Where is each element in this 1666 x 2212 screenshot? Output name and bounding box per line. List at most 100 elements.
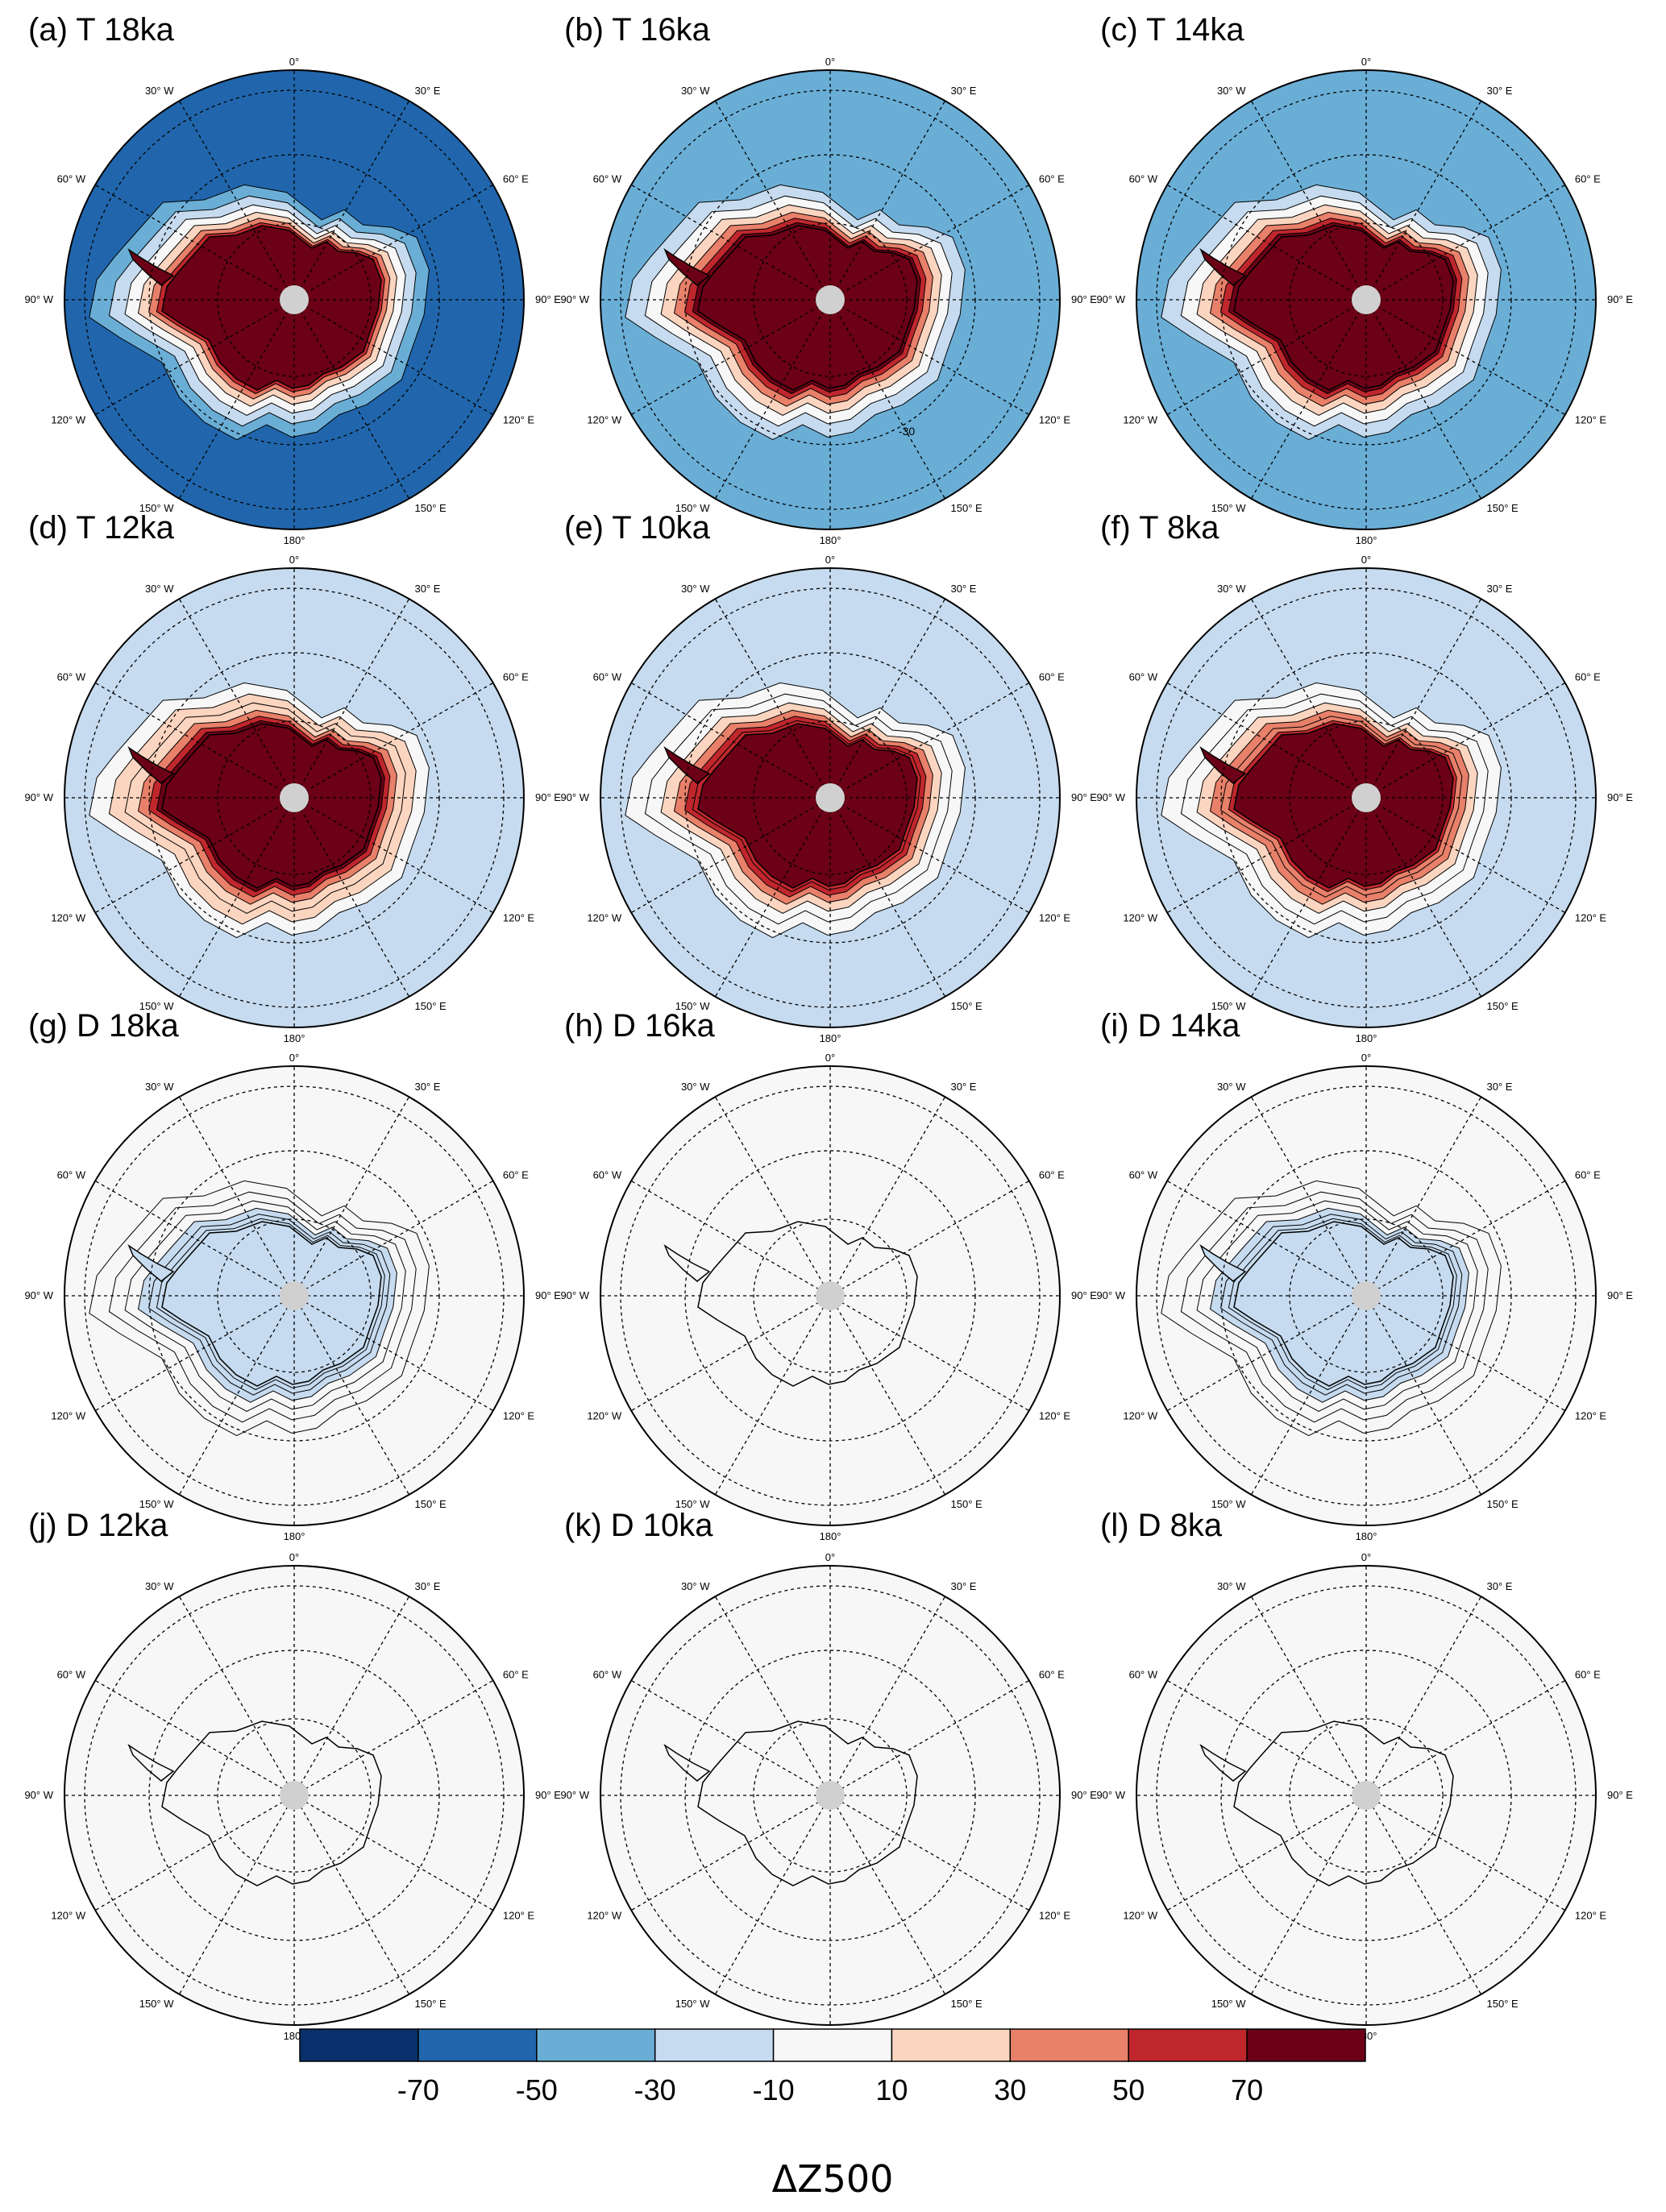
lon-label-east: 90° E xyxy=(1071,1289,1097,1301)
pole-marker xyxy=(816,285,845,314)
lon-label-west: 120° W xyxy=(51,414,86,426)
map-boundary xyxy=(64,567,525,1028)
lon-label-east: 60° E xyxy=(503,173,529,185)
lon-label-west: 90° W xyxy=(560,791,589,803)
lon-label-east: 90° E xyxy=(1071,293,1097,305)
colorbar-tick-label: 30 xyxy=(994,2073,1026,2106)
lon-label-east: 60° E xyxy=(1039,1669,1065,1681)
lon-label-180: 180° xyxy=(820,534,841,546)
colorbar-bin xyxy=(772,2028,893,2062)
latitude-circle xyxy=(217,1218,372,1373)
lon-label-west: 120° W xyxy=(587,1410,622,1422)
lon-label-180: 180° xyxy=(1356,1530,1377,1542)
lon-label-west: 120° W xyxy=(1123,912,1158,924)
lon-label-west: 60° W xyxy=(1129,173,1158,185)
lon-label-east: 60° E xyxy=(1039,671,1065,683)
antarctica-coastline xyxy=(1233,723,1454,889)
lon-label-180: 180° xyxy=(284,1530,305,1542)
lon-label-west: 60° W xyxy=(57,671,86,683)
colorbar-tick-label: 70 xyxy=(1231,2073,1263,2106)
lon-label-east: 120° E xyxy=(1039,414,1071,426)
latitude-circle xyxy=(753,1718,908,1873)
colorbar-bin xyxy=(1009,2028,1129,2062)
lon-label-west: 60° W xyxy=(57,1669,86,1681)
lon-label-0: 0° xyxy=(825,56,835,68)
map-panel-e: 0° 180° 30° E 30° W 60° E 60° W 90° E 90° W 120°… xyxy=(560,510,1097,1044)
lon-label-east: 90° E xyxy=(535,791,561,803)
pole-marker xyxy=(1352,1281,1381,1310)
antarctica-coastline xyxy=(1233,1221,1454,1387)
lon-label-east: 120° E xyxy=(1039,912,1071,924)
antarctic-peninsula xyxy=(1199,746,1247,784)
panel-title: (b) T 16ka xyxy=(564,12,711,48)
colorbar-bin xyxy=(654,2028,775,2062)
lon-label-west: 30° W xyxy=(681,1081,710,1093)
colorbar-bin xyxy=(299,2028,419,2062)
lon-label-0: 0° xyxy=(825,1052,835,1064)
lon-label-west: 120° W xyxy=(51,1410,86,1422)
antarctic-peninsula xyxy=(1199,1744,1247,1782)
panel-title: (e) T 10ka xyxy=(564,510,711,546)
antarctic-peninsula xyxy=(127,1744,175,1782)
lon-label-east: 120° E xyxy=(503,1410,535,1422)
lon-label-0: 0° xyxy=(289,1052,299,1064)
panel-title: (d) T 12ka xyxy=(28,510,175,546)
lon-label-east: 90° E xyxy=(1607,1289,1633,1301)
colorbar-bin xyxy=(1246,2028,1366,2062)
panel-title: (f) T 8ka xyxy=(1100,510,1219,546)
map-panels: 0°180°30° E30° W60° E60° W90° E90° W120°… xyxy=(24,12,1633,2042)
lon-label-east: 90° E xyxy=(535,293,561,305)
antarctic-peninsula xyxy=(663,746,711,784)
lon-label-east: 150° E xyxy=(415,502,447,514)
map-panel-a: 0° 180° 30° E 30° W 60° E 60° W 90° E 90° W 120°… xyxy=(24,12,561,546)
panel-title: (k) D 10ka xyxy=(564,1508,713,1543)
pole-marker xyxy=(280,1781,309,1810)
lon-label-west: 60° W xyxy=(1129,1669,1158,1681)
map-boundary xyxy=(600,1565,1061,2026)
latitude-circle xyxy=(1289,222,1444,377)
lon-label-east: 30° E xyxy=(1487,1580,1513,1592)
lon-label-east: 60° E xyxy=(1039,173,1065,185)
lon-label-180: 180° xyxy=(284,1032,305,1044)
lon-label-east: 120° E xyxy=(1575,414,1607,426)
antarctica-coastline xyxy=(697,1720,918,1886)
lon-label-east: 30° E xyxy=(415,1081,441,1093)
lon-label-west: 30° W xyxy=(1217,85,1246,97)
pole-marker xyxy=(816,1781,845,1810)
map-boundary xyxy=(64,69,525,530)
lon-label-east: 60° E xyxy=(503,671,529,683)
antarctica-coastline xyxy=(1233,1720,1454,1886)
lon-label-east: 30° E xyxy=(951,85,977,97)
lon-label-west: 60° W xyxy=(57,1169,86,1181)
colorbar-bin xyxy=(1128,2028,1248,2062)
lon-label-0: 0° xyxy=(1361,554,1371,566)
latitude-circle xyxy=(217,222,372,377)
pole-marker xyxy=(1352,285,1381,314)
pole-marker xyxy=(280,1281,309,1310)
lon-label-east: 30° E xyxy=(415,85,441,97)
lon-label-0: 0° xyxy=(289,554,299,566)
map-panel-d: 0° 180° 30° E 30° W 60° E 60° W 90° E 90° W 120°… xyxy=(24,510,561,1044)
lon-label-east: 90° E xyxy=(1607,293,1633,305)
lon-label-east: 120° E xyxy=(503,912,535,924)
lon-label-west: 150° W xyxy=(139,1000,175,1012)
lon-label-east: 120° E xyxy=(1039,1910,1071,1922)
lon-label-east: 90° E xyxy=(1071,791,1097,803)
colorbar-tick-label: -30 xyxy=(634,2073,676,2106)
antarctica-coastline xyxy=(697,1221,918,1387)
lon-label-west: 60° W xyxy=(593,1169,622,1181)
lon-label-west: 90° W xyxy=(1096,293,1125,305)
lon-label-east: 90° E xyxy=(1071,1789,1097,1801)
lon-label-west: 30° W xyxy=(145,1081,174,1093)
lon-label-west: 60° W xyxy=(593,1669,622,1681)
lon-label-east: 60° E xyxy=(1575,1169,1601,1181)
lon-label-east: 150° E xyxy=(1487,1498,1519,1510)
lon-label-west: 30° W xyxy=(145,1580,174,1592)
latitude-circle xyxy=(753,222,908,377)
lon-label-east: 120° E xyxy=(503,414,535,426)
lon-label-west: 60° W xyxy=(593,671,622,683)
lon-label-180: 180° xyxy=(1356,1032,1377,1044)
colorbar-bin xyxy=(891,2028,1012,2062)
antarctica-coastline xyxy=(697,723,918,889)
pole-marker xyxy=(816,783,845,812)
